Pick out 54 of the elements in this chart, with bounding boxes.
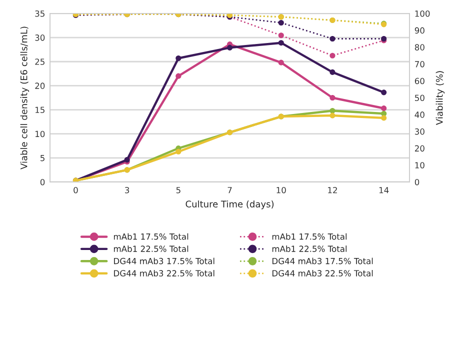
y2-tick-label: 70 [415, 61, 424, 68]
point [278, 20, 284, 26]
y2-tick-label: 40 [414, 112, 424, 118]
point [330, 52, 336, 58]
y2-tick-label: 0 [414, 178, 420, 186]
y-tick-label: 25 [35, 58, 44, 65]
legend-label: DG44 mAb3 17.5% Total [114, 258, 214, 264]
y2-tick-label: 20 [414, 145, 424, 152]
y2-tick-label: 80 [414, 44, 424, 50]
point [176, 55, 182, 62]
y-tick-label: 0 [40, 178, 45, 186]
x-tick-label: 10 [276, 186, 286, 194]
point [176, 148, 182, 154]
y-tick-label: 10 [36, 130, 45, 138]
x-tick-label: 12 [328, 186, 337, 194]
point [381, 106, 387, 112]
y2-axis-title: Viability (%) [436, 71, 445, 125]
x-tick-label: 14 [379, 187, 389, 194]
x-tick-label: 0 [74, 186, 78, 194]
x-tick-label: 7 [228, 187, 232, 194]
legend-label: DG44 mAb3 22.5% Total [272, 270, 373, 276]
point [381, 90, 387, 96]
y2-tick-label: 60 [414, 78, 424, 84]
legend-label: mAb1 22.5% Total [272, 246, 347, 252]
point [278, 60, 284, 66]
point [226, 44, 233, 50]
y2-tick-label: 50 [415, 94, 424, 102]
y2-tick-label: 10 [415, 162, 424, 168]
y-tick-label: 5 [40, 155, 44, 162]
x-tick-label: 3 [125, 186, 130, 194]
point [330, 94, 336, 101]
point [176, 73, 182, 79]
y2-tick-label: 100 [415, 10, 430, 17]
y2-tick-label: 30 [414, 128, 424, 135]
point [278, 40, 284, 46]
x-axis-title: Culture Time (days) [186, 200, 274, 210]
legend-label: mAb1 17.5% Total [114, 233, 188, 240]
point [278, 32, 284, 38]
point [330, 108, 336, 114]
legend-label: mAb1 17.5% Total [272, 233, 347, 240]
y-axis-title: Viable cell density (E6 cells/mL) [20, 26, 30, 170]
y-tick-label: 35 [35, 10, 44, 17]
legend-label: DG44 mAb3 22.5% Total [114, 270, 214, 276]
y-tick-label: 15 [36, 106, 44, 114]
point [330, 36, 336, 42]
legend-label: mAb1 22.5% Total [114, 246, 188, 252]
y-tick-label: 30 [35, 34, 45, 41]
x-tick-label: 5 [176, 187, 180, 194]
point [330, 112, 336, 118]
y2-tick-label: 90 [414, 27, 424, 34]
y-tick-label: 20 [35, 82, 45, 89]
point [330, 69, 336, 75]
point [381, 115, 387, 121]
legend-label: DG44 mAb3 17.5% Total [272, 258, 373, 264]
